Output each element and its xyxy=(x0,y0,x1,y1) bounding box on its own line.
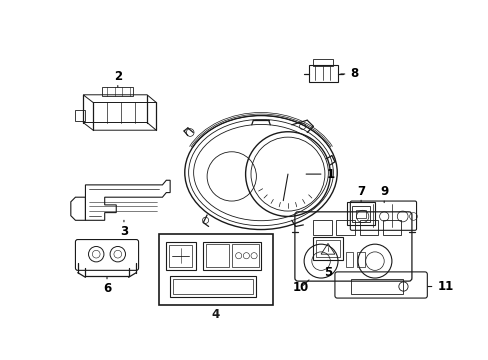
Bar xyxy=(359,220,377,235)
Bar xyxy=(356,210,365,218)
Text: 3: 3 xyxy=(120,220,128,238)
Bar xyxy=(205,244,228,267)
Bar xyxy=(350,279,403,294)
Bar xyxy=(170,276,256,297)
Bar xyxy=(351,206,369,222)
Bar xyxy=(166,242,195,270)
Bar xyxy=(231,244,258,267)
Bar xyxy=(75,110,84,121)
Text: 8: 8 xyxy=(340,67,358,81)
Text: 9: 9 xyxy=(379,185,387,203)
Text: 10: 10 xyxy=(292,280,308,294)
Bar xyxy=(158,234,272,305)
Bar xyxy=(312,237,343,260)
Text: 5: 5 xyxy=(323,260,331,279)
Bar xyxy=(382,220,400,235)
Text: 2: 2 xyxy=(114,70,122,87)
Text: 6: 6 xyxy=(102,277,111,294)
Bar xyxy=(357,252,364,267)
Bar xyxy=(169,245,192,266)
Bar xyxy=(308,65,337,82)
Bar xyxy=(203,242,261,270)
Text: 11: 11 xyxy=(427,280,453,293)
Bar xyxy=(345,252,353,267)
Bar xyxy=(102,87,133,96)
Bar xyxy=(173,279,253,294)
Text: 1: 1 xyxy=(305,168,334,181)
Bar xyxy=(346,202,374,225)
Text: 7: 7 xyxy=(356,185,365,202)
Bar xyxy=(313,59,333,66)
Text: 4: 4 xyxy=(211,308,219,321)
Bar xyxy=(336,220,354,235)
Bar xyxy=(315,240,340,257)
Bar xyxy=(313,220,331,235)
